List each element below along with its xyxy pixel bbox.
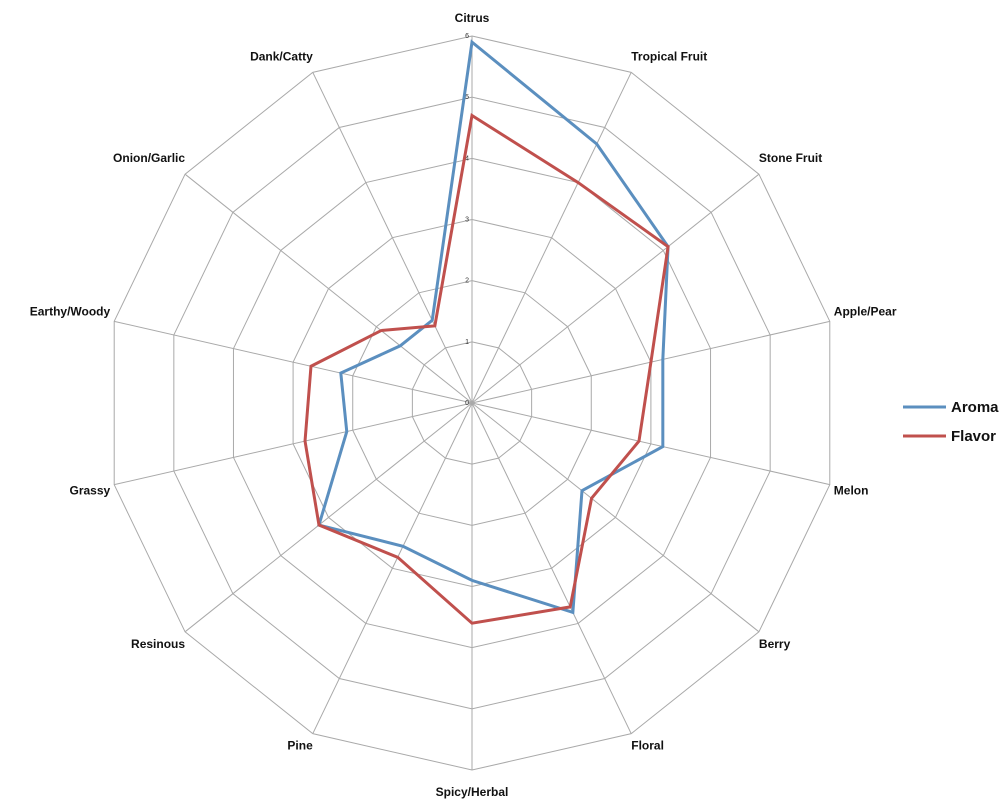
category-label: Berry [759,637,791,651]
category-labels: Citrus Tropical Fruit Stone Fruit Apple/Pea… [30,11,897,799]
tick-label: 0 [465,400,469,407]
category-label: Grassy [69,484,110,498]
axis-spoke [471,173,760,404]
category-label: Apple/Pear [834,304,897,318]
tick-labels: 0 1 2 3 4 5 6 [465,33,469,407]
axis-spoke [471,402,830,486]
tick-label: 1 [465,339,469,346]
category-label: Pine [287,739,313,753]
category-label: Dank/Catty [250,49,313,63]
axis-spoke [471,402,632,734]
tick-label: 4 [465,155,469,162]
category-label: Stone Fruit [759,151,822,165]
legend-label: Flavor [951,428,996,445]
axis-spoke [312,402,473,734]
tick-label: 2 [465,278,469,285]
legend-label: Aroma [951,399,999,416]
axis-spoke [312,72,473,404]
axis-spoke [471,402,760,633]
category-label: Resinous [131,637,185,651]
axis-spoke [114,320,473,404]
category-label: Melon [834,484,869,498]
legend: Aroma Flavor [903,399,999,445]
axis-spoke [184,173,473,404]
tick-label: 3 [465,217,469,224]
axis-spoke [114,402,473,486]
series-flavor [303,113,670,625]
tick-label: 6 [465,33,469,40]
tick-label: 5 [465,94,469,101]
category-label: Onion/Garlic [113,151,185,165]
category-label: Earthy/Woody [30,304,111,318]
category-label: Floral [631,739,664,753]
axis-spoke [471,72,632,404]
series-lines [303,39,670,625]
category-label: Spicy/Herbal [436,785,509,799]
radar-grid [113,35,831,771]
category-label: Citrus [455,11,490,25]
axis-spoke [184,402,473,633]
category-label: Tropical Fruit [631,49,707,63]
series-aroma [317,39,670,615]
